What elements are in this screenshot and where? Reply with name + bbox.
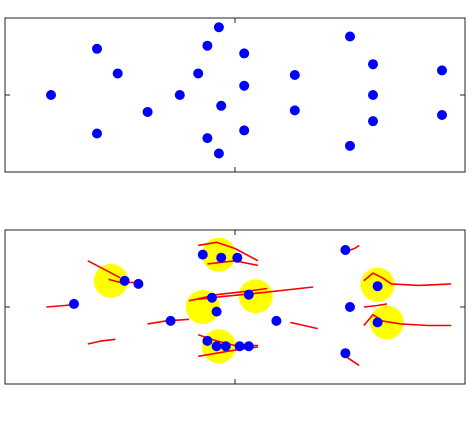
data-point bbox=[119, 275, 130, 286]
top-points bbox=[46, 22, 447, 159]
data-point bbox=[239, 80, 250, 91]
data-point bbox=[207, 292, 217, 303]
data-point bbox=[239, 48, 250, 59]
data-point bbox=[112, 68, 123, 79]
data-point bbox=[216, 100, 227, 111]
data-point bbox=[193, 68, 204, 79]
data-point bbox=[211, 306, 222, 317]
data-point bbox=[345, 302, 355, 312]
data-point bbox=[243, 289, 254, 300]
highlight-circle bbox=[93, 263, 128, 298]
data-point bbox=[437, 110, 447, 121]
data-point bbox=[142, 106, 153, 117]
data-point bbox=[368, 116, 378, 127]
data-point bbox=[239, 125, 250, 136]
data-point bbox=[345, 31, 355, 42]
trajectory-line bbox=[188, 287, 268, 302]
trajectory-line bbox=[198, 241, 259, 262]
data-point bbox=[243, 341, 254, 352]
bottom-tracks bbox=[46, 241, 452, 367]
top-plot-frame bbox=[4, 17, 466, 173]
trajectory-line bbox=[87, 338, 116, 345]
data-point bbox=[368, 90, 378, 100]
data-point bbox=[220, 341, 231, 352]
data-point bbox=[232, 252, 243, 263]
data-point bbox=[46, 90, 56, 100]
data-point bbox=[340, 348, 351, 359]
data-point bbox=[234, 341, 245, 352]
bottom-axis-ticks bbox=[5, 230, 465, 384]
data-point bbox=[289, 105, 300, 116]
bottom-points bbox=[69, 245, 383, 359]
data-point bbox=[133, 278, 144, 289]
data-point bbox=[92, 43, 102, 54]
data-point bbox=[372, 317, 383, 328]
trajectory-line bbox=[363, 313, 452, 327]
data-point bbox=[69, 298, 79, 309]
data-point bbox=[213, 148, 224, 159]
data-point bbox=[197, 249, 208, 260]
data-point bbox=[174, 90, 185, 100]
trajectory-line bbox=[363, 303, 387, 308]
trajectory-line bbox=[344, 355, 360, 367]
data-point bbox=[202, 40, 213, 51]
highlight-circle bbox=[238, 279, 273, 314]
data-point bbox=[345, 140, 355, 151]
data-point bbox=[202, 133, 213, 144]
data-point bbox=[216, 252, 227, 263]
trajectory-line bbox=[290, 321, 318, 330]
data-point bbox=[211, 341, 222, 352]
top-axis-ticks bbox=[5, 18, 465, 172]
data-point bbox=[271, 315, 282, 326]
data-point bbox=[437, 65, 447, 76]
data-point bbox=[165, 315, 176, 326]
trajectory-line bbox=[363, 272, 452, 287]
data-point bbox=[92, 128, 102, 139]
data-point bbox=[368, 59, 378, 70]
data-point bbox=[289, 69, 300, 80]
data-point bbox=[213, 22, 224, 33]
bottom-panel bbox=[4, 229, 466, 385]
data-point bbox=[340, 245, 351, 256]
trajectory-line bbox=[87, 260, 121, 279]
top-panel bbox=[4, 17, 466, 173]
data-point bbox=[372, 281, 383, 292]
data-point bbox=[202, 335, 213, 346]
